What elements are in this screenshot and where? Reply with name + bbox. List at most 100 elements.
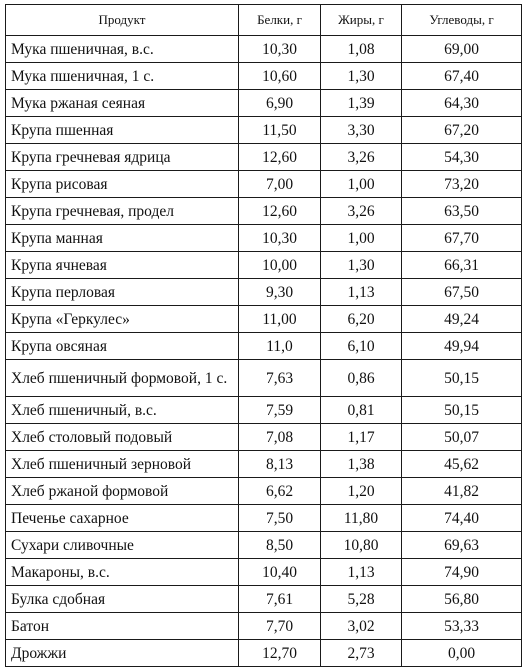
carbs-cell: 53,33: [401, 612, 522, 640]
table-row: Сухари сливочные 8,50 10,80 69,63: [5, 531, 522, 559]
carbs-cell: 41,82: [401, 477, 522, 505]
table-row: Крупа перловая 9,30 1,13 67,50: [5, 278, 522, 306]
protein-cell: 12,60: [238, 143, 321, 171]
table-row: Печенье сахарное 7,50 11,80 74,40: [5, 504, 522, 532]
fat-cell: 0,86: [320, 359, 402, 397]
carbs-cell: 50,15: [401, 396, 522, 424]
product-name-cell: Хлеб столовый подовый: [5, 423, 239, 451]
product-name-cell: Крупа пшенная: [5, 116, 239, 144]
carbs-cell: 69,63: [401, 531, 522, 559]
fat-cell: 3,26: [320, 197, 402, 225]
carbs-cell: 50,15: [401, 359, 522, 397]
protein-cell: 7,63: [238, 359, 321, 397]
fat-cell: 1,17: [320, 423, 402, 451]
protein-cell: 6,62: [238, 477, 321, 505]
fat-cell: 10,80: [320, 531, 402, 559]
protein-cell: 10,00: [238, 251, 321, 279]
fat-cell: 1,39: [320, 89, 402, 117]
carbs-cell: 0,00: [401, 639, 522, 667]
table-row: Хлеб пшеничный зерновой 8,13 1,38 45,62: [5, 450, 522, 478]
protein-cell: 8,50: [238, 531, 321, 559]
carbs-cell: 54,30: [401, 143, 522, 171]
carbs-cell: 74,90: [401, 558, 522, 586]
table-row: Крупа овсяная 11,0 6,10 49,94: [5, 332, 522, 360]
carbs-cell: 74,40: [401, 504, 522, 532]
table-row: Макароны, в.с. 10,40 1,13 74,90: [5, 558, 522, 586]
protein-cell: 11,00: [238, 305, 321, 333]
fat-cell: 1,00: [320, 170, 402, 198]
product-name-cell: Печенье сахарное: [5, 504, 239, 532]
protein-cell: 10,60: [238, 62, 321, 90]
fat-cell: 1,38: [320, 450, 402, 478]
column-header-protein: Белки, г: [238, 4, 321, 36]
product-name-cell: Крупа «Геркулес»: [5, 305, 239, 333]
carbs-cell: 49,94: [401, 332, 522, 360]
fat-cell: 5,28: [320, 585, 402, 613]
protein-cell: 7,70: [238, 612, 321, 640]
table-row: Крупа «Геркулес» 11,00 6,20 49,24: [5, 305, 522, 333]
product-name-cell: Дрожжи: [5, 639, 239, 667]
table-row: Крупа гречневая ядрица 12,60 3,26 54,30: [5, 143, 522, 171]
carbs-cell: 67,70: [401, 224, 522, 252]
fat-cell: 11,80: [320, 504, 402, 532]
table-row: Хлеб столовый подовый 7,08 1,17 50,07: [5, 423, 522, 451]
protein-cell: 12,70: [238, 639, 321, 667]
protein-cell: 10,30: [238, 224, 321, 252]
product-name-cell: Батон: [5, 612, 239, 640]
carbs-cell: 64,30: [401, 89, 522, 117]
fat-cell: 3,30: [320, 116, 402, 144]
product-name-cell: Мука пшеничная, в.с.: [5, 35, 239, 63]
fat-cell: 1,13: [320, 278, 402, 306]
product-name-cell: Хлеб пшеничный формовой, 1 с.: [5, 359, 239, 397]
fat-cell: 3,02: [320, 612, 402, 640]
table-row: Дрожжи 12,70 2,73 0,00: [5, 639, 522, 667]
table-row: Хлеб пшеничный формовой, 1 с. 7,63 0,86 50,…: [5, 359, 522, 397]
protein-cell: 12,60: [238, 197, 321, 225]
carbs-cell: 67,40: [401, 62, 522, 90]
carbs-cell: 56,80: [401, 585, 522, 613]
fat-cell: 1,30: [320, 62, 402, 90]
product-name-cell: Хлеб пшеничный, в.с.: [5, 396, 239, 424]
table-row: Хлеб ржаной формовой 6,62 1,20 41,82: [5, 477, 522, 505]
fat-cell: 2,73: [320, 639, 402, 667]
protein-cell: 10,40: [238, 558, 321, 586]
table-row: Крупа гречневая, продел 12,60 3,26 63,50: [5, 197, 522, 225]
table-row: Булка сдобная 7,61 5,28 56,80: [5, 585, 522, 613]
product-name-cell: Хлеб пшеничный зерновой: [5, 450, 239, 478]
column-header-product: Продукт: [5, 4, 239, 36]
carbs-cell: 67,50: [401, 278, 522, 306]
product-name-cell: Крупа рисовая: [5, 170, 239, 198]
table-row: Крупа рисовая 7,00 1,00 73,20: [5, 170, 522, 198]
product-name-cell: Сухари сливочные: [5, 531, 239, 559]
product-name-cell: Хлеб ржаной формовой: [5, 477, 239, 505]
carbs-cell: 73,20: [401, 170, 522, 198]
table-row: Крупа пшенная 11,50 3,30 67,20: [5, 116, 522, 144]
product-name-cell: Крупа овсяная: [5, 332, 239, 360]
protein-cell: 7,61: [238, 585, 321, 613]
protein-cell: 10,30: [238, 35, 321, 63]
carbs-cell: 63,50: [401, 197, 522, 225]
protein-cell: 11,0: [238, 332, 321, 360]
protein-cell: 7,59: [238, 396, 321, 424]
column-header-carbs: Углеводы, г: [401, 4, 522, 36]
protein-cell: 6,90: [238, 89, 321, 117]
product-name-cell: Макароны, в.с.: [5, 558, 239, 586]
protein-cell: 9,30: [238, 278, 321, 306]
table-body: Мука пшеничная, в.с. 10,30 1,08 69,00 Мука п…: [5, 35, 522, 667]
fat-cell: 1,20: [320, 477, 402, 505]
protein-cell: 7,50: [238, 504, 321, 532]
product-name-cell: Мука пшеничная, 1 с.: [5, 62, 239, 90]
carbs-cell: 66,31: [401, 251, 522, 279]
fat-cell: 1,00: [320, 224, 402, 252]
protein-cell: 8,13: [238, 450, 321, 478]
protein-cell: 7,00: [238, 170, 321, 198]
table-row: Мука пшеничная, в.с. 10,30 1,08 69,00: [5, 35, 522, 63]
carbs-cell: 69,00: [401, 35, 522, 63]
nutrition-table: Продукт Белки, г Жиры, г Углеводы, г Мук…: [5, 4, 522, 667]
fat-cell: 6,20: [320, 305, 402, 333]
table-row: Мука пшеничная, 1 с. 10,60 1,30 67,40: [5, 62, 522, 90]
fat-cell: 3,26: [320, 143, 402, 171]
carbs-cell: 49,24: [401, 305, 522, 333]
table-row: Мука ржаная сеяная 6,90 1,39 64,30: [5, 89, 522, 117]
product-name-cell: Крупа гречневая, продел: [5, 197, 239, 225]
